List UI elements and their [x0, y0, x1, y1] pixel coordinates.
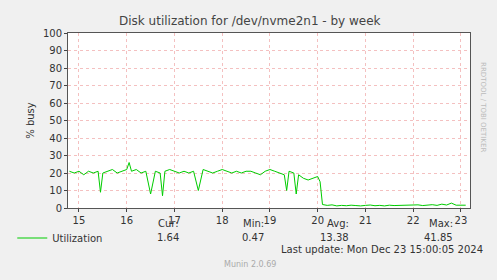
svg-text:100: 100 [43, 28, 62, 39]
svg-text:22: 22 [407, 215, 420, 226]
svg-text:17: 17 [168, 215, 181, 226]
svg-text:RRDTOOL / TOBI OETIKER: RRDTOOL / TOBI OETIKER [479, 62, 487, 152]
svg-text:90: 90 [49, 45, 62, 56]
svg-text:40: 40 [49, 133, 62, 144]
svg-text:19: 19 [264, 215, 277, 226]
svg-text:23: 23 [455, 215, 468, 226]
svg-text:Munin 2.0.69: Munin 2.0.69 [224, 260, 276, 269]
svg-text:Utilization: Utilization [52, 233, 102, 244]
svg-text:13.38: 13.38 [320, 232, 349, 243]
svg-text:Avg:: Avg: [327, 218, 349, 229]
svg-text:15: 15 [73, 215, 86, 226]
svg-text:21: 21 [359, 215, 372, 226]
svg-text:Min:: Min: [243, 218, 264, 229]
svg-text:18: 18 [216, 215, 229, 226]
svg-text:20: 20 [49, 168, 62, 179]
svg-text:Max:: Max: [429, 218, 453, 229]
svg-text:16: 16 [120, 215, 133, 226]
svg-text:0.47: 0.47 [242, 232, 264, 243]
svg-text:70: 70 [49, 80, 62, 91]
svg-text:Cur:: Cur: [158, 218, 179, 229]
svg-text:80: 80 [49, 63, 62, 74]
svg-text:0: 0 [56, 203, 62, 214]
svg-text:Disk utilization for /dev/nvme: Disk utilization for /dev/nvme2n1 - by w… [119, 14, 381, 28]
svg-text:10: 10 [49, 185, 62, 196]
svg-text:% busy: % busy [25, 102, 36, 139]
svg-text:1.64: 1.64 [157, 232, 179, 243]
svg-text:20: 20 [311, 215, 324, 226]
svg-text:Last update: Mon Dec 23 15:00:: Last update: Mon Dec 23 15:00:05 2024 [281, 244, 483, 255]
svg-text:50: 50 [49, 115, 62, 126]
svg-text:60: 60 [49, 98, 62, 109]
svg-text:30: 30 [49, 150, 62, 161]
svg-text:41.85: 41.85 [424, 232, 453, 243]
